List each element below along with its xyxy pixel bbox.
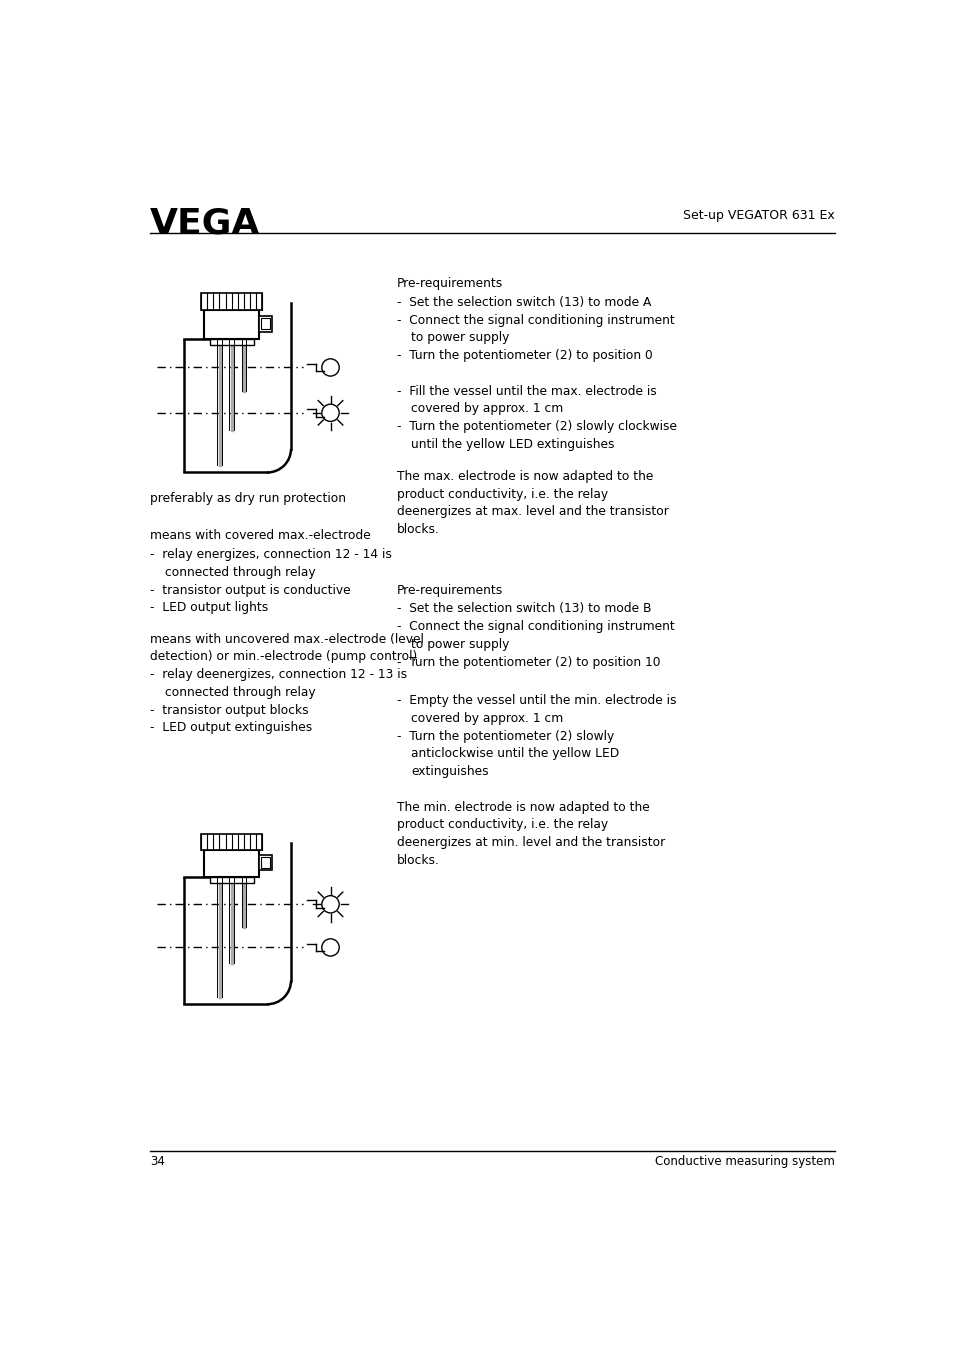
Text: -  Empty the vessel until the min. electrode is: - Empty the vessel until the min. electr… — [396, 695, 676, 707]
Bar — [201, 294, 262, 310]
Bar — [259, 856, 272, 871]
Text: -  Connect the signal conditioning instrument: - Connect the signal conditioning instru… — [396, 620, 674, 634]
Text: -  transistor output blocks: - transistor output blocks — [151, 704, 309, 716]
Text: VEGA: VEGA — [151, 206, 260, 240]
Text: covered by approx. 1 cm: covered by approx. 1 cm — [411, 712, 563, 724]
Bar — [204, 310, 259, 338]
Text: preferably as dry run protection: preferably as dry run protection — [151, 493, 346, 505]
Text: -  Set the selection switch (13) to mode A: - Set the selection switch (13) to mode … — [396, 297, 650, 309]
Text: anticlockwise until the yellow LED: anticlockwise until the yellow LED — [411, 747, 618, 761]
Text: until the yellow LED extinguishes: until the yellow LED extinguishes — [411, 437, 614, 451]
Text: The min. electrode is now adapted to the: The min. electrode is now adapted to the — [396, 800, 649, 814]
Text: -  LED output extinguishes: - LED output extinguishes — [151, 722, 313, 734]
Text: 34: 34 — [151, 1155, 165, 1169]
Bar — [261, 318, 270, 329]
Text: -  Turn the potentiometer (2) slowly: - Turn the potentiometer (2) slowly — [396, 730, 613, 742]
Text: -  Turn the potentiometer (2) to position 10: - Turn the potentiometer (2) to position… — [396, 655, 659, 669]
Text: -  Connect the signal conditioning instrument: - Connect the signal conditioning instru… — [396, 314, 674, 326]
Bar — [201, 834, 262, 850]
Text: -  Set the selection switch (13) to mode B: - Set the selection switch (13) to mode … — [396, 603, 650, 616]
Text: Conductive measuring system: Conductive measuring system — [655, 1155, 834, 1169]
Text: The max. electrode is now adapted to the: The max. electrode is now adapted to the — [396, 470, 652, 483]
Text: -  relay energizes, connection 12 - 14 is: - relay energizes, connection 12 - 14 is — [151, 548, 392, 562]
Text: blocks.: blocks. — [396, 523, 439, 536]
Text: product conductivity, i.e. the relay: product conductivity, i.e. the relay — [396, 818, 607, 831]
Text: extinguishes: extinguishes — [411, 765, 488, 779]
Text: means with uncovered max.-electrode (level: means with uncovered max.-electrode (lev… — [151, 632, 424, 646]
Text: -  Turn the potentiometer (2) slowly clockwise: - Turn the potentiometer (2) slowly cloc… — [396, 420, 676, 433]
Text: -  LED output lights: - LED output lights — [151, 601, 269, 615]
Text: deenergizes at max. level and the transistor: deenergizes at max. level and the transi… — [396, 505, 668, 519]
Bar — [210, 877, 253, 883]
Text: Set-up VEGATOR 631 Ex: Set-up VEGATOR 631 Ex — [682, 210, 834, 222]
Bar — [259, 315, 272, 332]
Text: Pre-requirements: Pre-requirements — [396, 584, 502, 597]
Text: means with covered max.-electrode: means with covered max.-electrode — [151, 529, 371, 543]
Text: blocks.: blocks. — [396, 854, 439, 867]
Text: product conductivity, i.e. the relay: product conductivity, i.e. the relay — [396, 487, 607, 501]
Text: to power supply: to power supply — [411, 638, 509, 651]
Text: deenergizes at min. level and the transistor: deenergizes at min. level and the transi… — [396, 835, 664, 849]
Text: connected through relay: connected through relay — [165, 566, 315, 580]
Bar — [261, 857, 270, 868]
Text: Pre-requirements: Pre-requirements — [396, 278, 502, 290]
Text: -  relay deenergizes, connection 12 - 13 is: - relay deenergizes, connection 12 - 13 … — [151, 668, 407, 681]
Text: -  Turn the potentiometer (2) to position 0: - Turn the potentiometer (2) to position… — [396, 349, 652, 362]
Bar — [210, 338, 253, 345]
Text: to power supply: to power supply — [411, 332, 509, 344]
Text: covered by approx. 1 cm: covered by approx. 1 cm — [411, 402, 563, 416]
Text: -  Fill the vessel until the max. electrode is: - Fill the vessel until the max. electro… — [396, 385, 656, 398]
Text: -  transistor output is conductive: - transistor output is conductive — [151, 584, 351, 597]
Text: detection) or min.-electrode (pump control): detection) or min.-electrode (pump contr… — [151, 650, 417, 663]
Bar — [204, 850, 259, 877]
Text: connected through relay: connected through relay — [165, 686, 315, 699]
